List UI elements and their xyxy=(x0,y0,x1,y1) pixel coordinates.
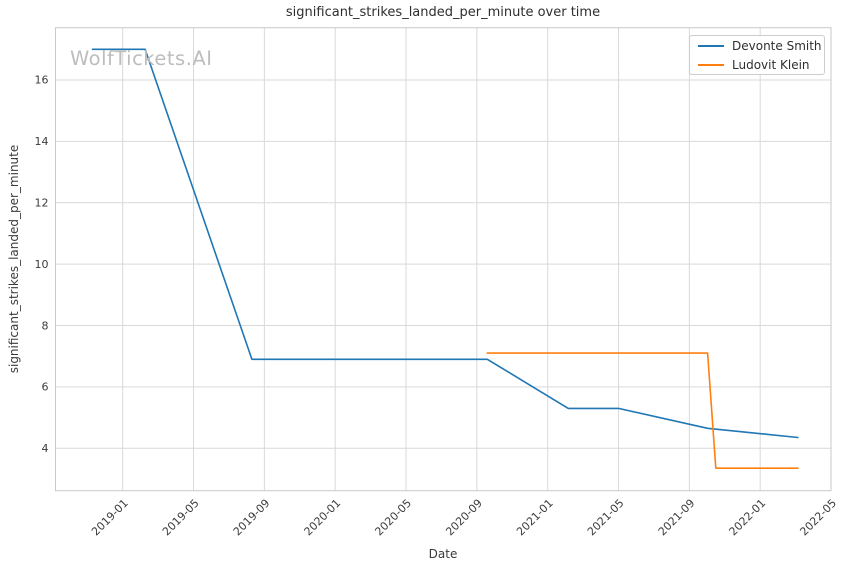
x-tick-label: 2022-05 xyxy=(797,497,839,539)
series-line-devonte-smith xyxy=(91,48,799,439)
legend: Devonte Smith Ludovit Klein xyxy=(689,35,825,75)
x-tick-label: 2019-01 xyxy=(89,497,131,539)
y-tick-label: 6 xyxy=(42,381,49,394)
x-tick-label: 2021-05 xyxy=(585,497,627,539)
x-tick-label: 2021-01 xyxy=(514,497,556,539)
legend-line-icon xyxy=(698,44,724,47)
x-tick-label: 2019-05 xyxy=(160,497,202,539)
y-tick-label: 16 xyxy=(35,74,49,87)
x-tick-label: 2020-09 xyxy=(443,497,485,539)
legend-line-icon xyxy=(698,63,724,66)
x-tick-label: 2022-01 xyxy=(727,497,769,539)
plot-border xyxy=(55,27,832,492)
x-tick-label: 2020-01 xyxy=(302,497,344,539)
legend-item-devonte-smith: Devonte Smith xyxy=(698,38,824,53)
x-tick-label: 2020-05 xyxy=(372,497,414,539)
x-tick-label: 2021-09 xyxy=(656,497,698,539)
y-tick-label: 10 xyxy=(35,258,49,271)
x-axis-label: Date xyxy=(428,547,458,561)
y-tick-label: 8 xyxy=(42,319,49,332)
y-tick-label: 14 xyxy=(35,135,49,148)
x-tick-label: 2019-09 xyxy=(231,497,273,539)
legend-label: Devonte Smith xyxy=(732,38,822,53)
legend-item-ludovit-klein: Ludovit Klein xyxy=(698,57,824,72)
watermark: WolfTickets.AI xyxy=(70,47,213,70)
legend-label: Ludovit Klein xyxy=(732,57,810,72)
series-line-ludovit-klein xyxy=(486,352,799,470)
chart-title: significant_strikes_landed_per_minute ov… xyxy=(285,5,601,20)
y-tick-label: 12 xyxy=(35,197,49,210)
y-tick-label: 4 xyxy=(42,442,49,455)
y-axis-label: significant_strikes_landed_per_minute xyxy=(7,144,21,374)
